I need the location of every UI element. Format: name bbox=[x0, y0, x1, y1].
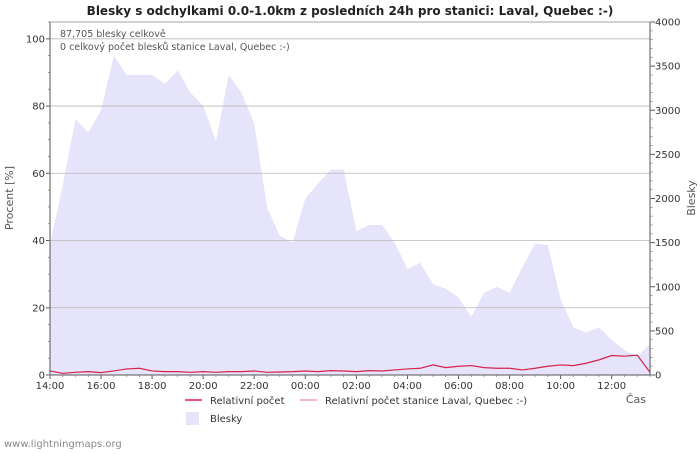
y-left-tick-label-2: 40 bbox=[32, 236, 45, 247]
annotation-total: 87,705 blesky celkově bbox=[60, 29, 166, 40]
y-left-tick-label-0: 0 bbox=[39, 371, 45, 382]
annotation-station: 0 celkový počet blesků stanice Laval, Qu… bbox=[60, 42, 290, 53]
y-right-tick-label-3: 1500 bbox=[655, 238, 680, 249]
x-tick-label-3: 20:00 bbox=[189, 381, 218, 392]
y-left-tick-label-4: 80 bbox=[32, 102, 45, 113]
x-tick-label-7: 04:00 bbox=[393, 381, 422, 392]
y-left-tick-label-1: 20 bbox=[32, 303, 45, 314]
y-right-tick-label-8: 4000 bbox=[655, 18, 680, 29]
footer-credit: www.lightningmaps.org bbox=[4, 439, 122, 450]
y-right-tick-label-2: 1000 bbox=[655, 282, 680, 293]
x-tick-label-10: 10:00 bbox=[546, 381, 575, 392]
x-tick-label-5: 00:00 bbox=[291, 381, 320, 392]
y-right-label: Blesky bbox=[685, 180, 698, 216]
y-right-tick-label-7: 3500 bbox=[655, 62, 680, 73]
legend-label-2: Blesky bbox=[210, 414, 242, 425]
series-line-1 bbox=[49, 354, 651, 374]
y-right-tick-label-5: 2500 bbox=[655, 150, 680, 161]
y-right-tick-label-1: 500 bbox=[655, 326, 674, 337]
x-tick-label-2: 18:00 bbox=[138, 381, 167, 392]
y-left-tick-label-5: 100 bbox=[26, 34, 45, 45]
x-tick-label-11: 12:00 bbox=[597, 381, 626, 392]
legend-label-1: Relativní počet stanice Laval, Quebec :-… bbox=[325, 395, 527, 407]
y-right-tick-label-0: 0 bbox=[655, 371, 661, 382]
x-tick-label-1: 16:00 bbox=[87, 381, 116, 392]
x-tick-label-9: 08:00 bbox=[495, 381, 524, 392]
series-area-blesky bbox=[50, 55, 650, 375]
legend-swatch-2 bbox=[186, 412, 199, 425]
y-left-label: Procent [%] bbox=[3, 166, 16, 230]
chart-title: Blesky s odchylkami 0.0-1.0km z poslední… bbox=[87, 4, 614, 18]
x-tick-label-6: 02:00 bbox=[342, 381, 371, 392]
y-right-tick-label-4: 2000 bbox=[655, 194, 680, 205]
legend-label-0: Relativní počet bbox=[210, 395, 285, 407]
x-tick-label-4: 22:00 bbox=[240, 381, 269, 392]
x-axis-label: Čas bbox=[626, 393, 646, 406]
y-left-tick-label-3: 60 bbox=[32, 169, 45, 180]
x-tick-label-8: 06:00 bbox=[444, 381, 473, 392]
x-tick-label-0: 14:00 bbox=[36, 381, 65, 392]
y-right-tick-label-6: 3000 bbox=[655, 106, 680, 117]
